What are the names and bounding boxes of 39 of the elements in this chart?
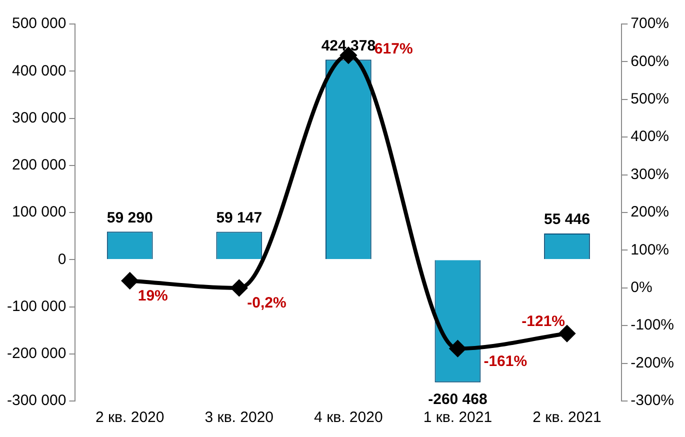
y2-tick-label: 500% bbox=[630, 90, 670, 108]
y-tick-label: -200 000 bbox=[7, 345, 66, 362]
x-tick-label: 1 кв. 2021 bbox=[423, 409, 492, 426]
data-label: 55 446 bbox=[544, 211, 590, 228]
data-label: 59 290 bbox=[106, 209, 153, 226]
point bbox=[450, 340, 466, 357]
point bbox=[559, 326, 575, 342]
y-tick-label: -100 000 bbox=[7, 298, 66, 315]
x-tick-label: 2 кв. 2021 bbox=[532, 409, 602, 426]
data-label: -260 468 bbox=[428, 391, 488, 408]
y2-tick-label: 700% bbox=[630, 15, 670, 32]
point bbox=[231, 280, 248, 296]
point bbox=[122, 272, 138, 289]
x-tick-label: 3 кв. 2020 bbox=[204, 409, 274, 426]
y2-tick-label: 200% bbox=[630, 204, 670, 221]
y2-tick-label: -100% bbox=[630, 316, 674, 334]
y2-tick-label: -300% bbox=[630, 392, 674, 410]
y2-tick-label: -200% bbox=[630, 354, 674, 372]
data-label: -0,2% bbox=[247, 294, 286, 312]
data-label: -161% bbox=[484, 353, 528, 370]
y2-tick-label: 600% bbox=[630, 52, 670, 70]
x-tick-label: 4 кв. 2020 bbox=[314, 409, 383, 426]
data-label: 59 147 bbox=[216, 209, 262, 226]
y-tick-label: 400 000 bbox=[12, 62, 66, 80]
data-label: -121% bbox=[522, 313, 565, 330]
y-tick-label: 100 000 bbox=[12, 204, 66, 221]
data-label: 424 378 bbox=[321, 37, 376, 54]
y2-tick-label: 300% bbox=[630, 166, 670, 183]
y-tick-label: -300 000 bbox=[7, 392, 66, 410]
data-label: 19% bbox=[138, 287, 168, 304]
x-tick-label: 2 кв. 2020 bbox=[95, 409, 164, 426]
y-tick-label: 200 000 bbox=[12, 156, 66, 174]
y2-tick-label: 0% bbox=[630, 279, 652, 296]
y2-tick-label: 400% bbox=[630, 128, 670, 146]
y-tick-label: 300 000 bbox=[12, 109, 66, 126]
y2-tick-label: 100% bbox=[630, 241, 670, 258]
data-label: 617% bbox=[374, 40, 413, 58]
y-tick-label: 500 000 bbox=[12, 15, 66, 32]
y-tick-label: 0 bbox=[58, 250, 66, 268]
